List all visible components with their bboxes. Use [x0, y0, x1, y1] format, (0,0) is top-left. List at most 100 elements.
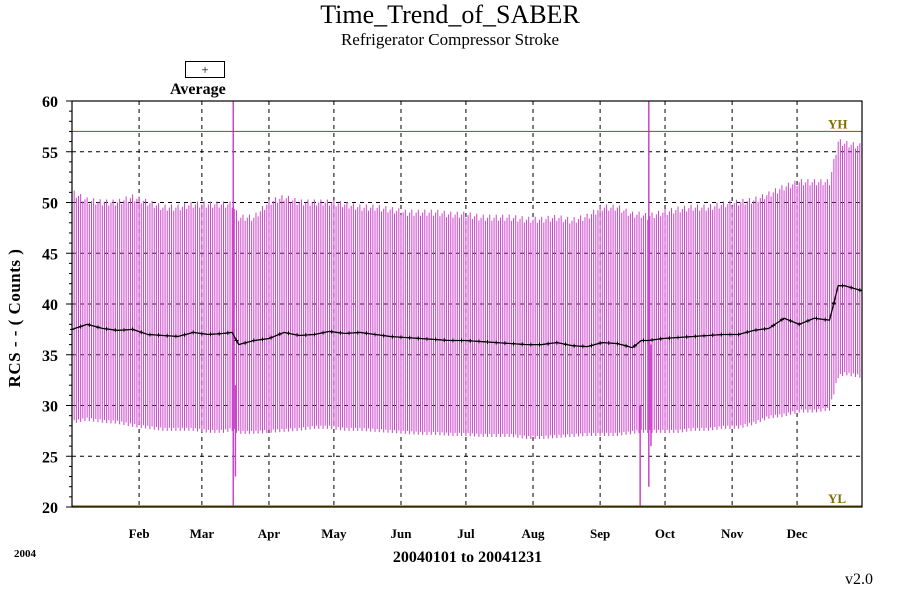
average-point [208, 332, 213, 337]
average-point [286, 331, 291, 336]
average-point [693, 334, 698, 339]
average-line [71, 285, 863, 349]
average-point [779, 317, 784, 322]
legend-symbol: + [185, 61, 225, 78]
average-point [719, 332, 724, 337]
average-point [676, 335, 681, 340]
average-point [433, 337, 438, 342]
average-point [459, 338, 464, 343]
y-tick-label: 20 [42, 500, 58, 517]
average-point [78, 324, 83, 329]
x-tick-label: Nov [721, 526, 744, 541]
average-point [295, 333, 300, 338]
average-point [823, 317, 828, 322]
average-point [225, 330, 230, 335]
y-tick-label: 55 [42, 145, 58, 162]
average-point [329, 329, 334, 334]
average-point [199, 331, 204, 336]
average-point [753, 328, 758, 333]
average-point [771, 323, 776, 328]
y-tick-label: 30 [42, 399, 58, 416]
average-point [814, 316, 819, 321]
average-point [260, 337, 265, 342]
average-point [788, 318, 793, 323]
average-point [805, 318, 810, 323]
limit-label-yh: YH [828, 116, 848, 131]
average-point [173, 334, 178, 339]
average-point [485, 339, 490, 344]
average-point [104, 326, 109, 331]
average-point [156, 333, 161, 338]
average-point [303, 333, 308, 338]
average-point [113, 328, 118, 333]
average-point [736, 332, 741, 337]
average-point [528, 342, 533, 347]
year-label: 2004 [14, 548, 36, 560]
x-tick-label: Sep [590, 526, 610, 541]
x-tick-label: Feb [129, 526, 150, 541]
chart-title: Time_Trend_of_SABER [320, 0, 580, 29]
average-point [580, 344, 585, 349]
average-point [182, 332, 187, 337]
average-point [476, 339, 481, 344]
average-point [121, 327, 126, 332]
average-point [563, 342, 568, 347]
average-point [251, 338, 256, 343]
x-tick-label: Apr [258, 526, 281, 541]
average-point [321, 330, 326, 335]
average-point [191, 330, 196, 335]
version-label: v2.0 [845, 571, 873, 588]
average-point [702, 333, 706, 338]
average-point [589, 343, 594, 348]
average-point [554, 340, 559, 345]
legend-label: Average [170, 81, 226, 98]
y-tick-label: 25 [42, 449, 58, 466]
average-point [234, 338, 239, 343]
y-tick-label: 50 [42, 196, 58, 213]
average-point [667, 336, 672, 341]
average-point [217, 331, 222, 336]
average-point [139, 330, 144, 335]
x-tick-label: Jun [391, 526, 413, 541]
average-point [849, 285, 854, 290]
average-point [269, 335, 274, 340]
average-point [494, 340, 499, 345]
average-point [546, 341, 551, 346]
chart-subtitle: Refrigerator Compressor Stroke [340, 30, 560, 49]
average-point [338, 330, 343, 335]
average-point [416, 336, 421, 341]
average-point [831, 300, 836, 305]
average-point [398, 335, 403, 340]
x-tick-label: Aug [521, 526, 545, 541]
average-point [624, 343, 629, 348]
average-point [641, 338, 646, 343]
average-point [424, 336, 429, 341]
average-point [537, 342, 542, 347]
x-tick-label: Mar [190, 526, 215, 541]
average-point [277, 332, 282, 337]
average-point [606, 341, 611, 346]
average-point [520, 342, 525, 347]
average-point [762, 326, 767, 331]
average-point [390, 334, 395, 339]
average-point [511, 341, 516, 346]
average-point [745, 330, 750, 335]
average-point [650, 337, 655, 342]
average-point [407, 335, 412, 340]
average-point [572, 343, 577, 348]
average-point [442, 338, 447, 343]
average-point [468, 338, 473, 343]
x-tick-label: Oct [655, 526, 676, 541]
average-point [364, 331, 369, 336]
x-axis-label: 20040101 to 20041231 [392, 549, 543, 566]
average-point [502, 341, 507, 346]
average-point [355, 330, 360, 335]
x-tick-label: May [321, 526, 347, 541]
limit-label-yl: YL [828, 491, 846, 506]
average-point [710, 333, 715, 338]
average-point [797, 322, 802, 327]
y-tick-label: 35 [42, 348, 58, 365]
average-point [615, 341, 620, 346]
average-point [347, 331, 352, 336]
